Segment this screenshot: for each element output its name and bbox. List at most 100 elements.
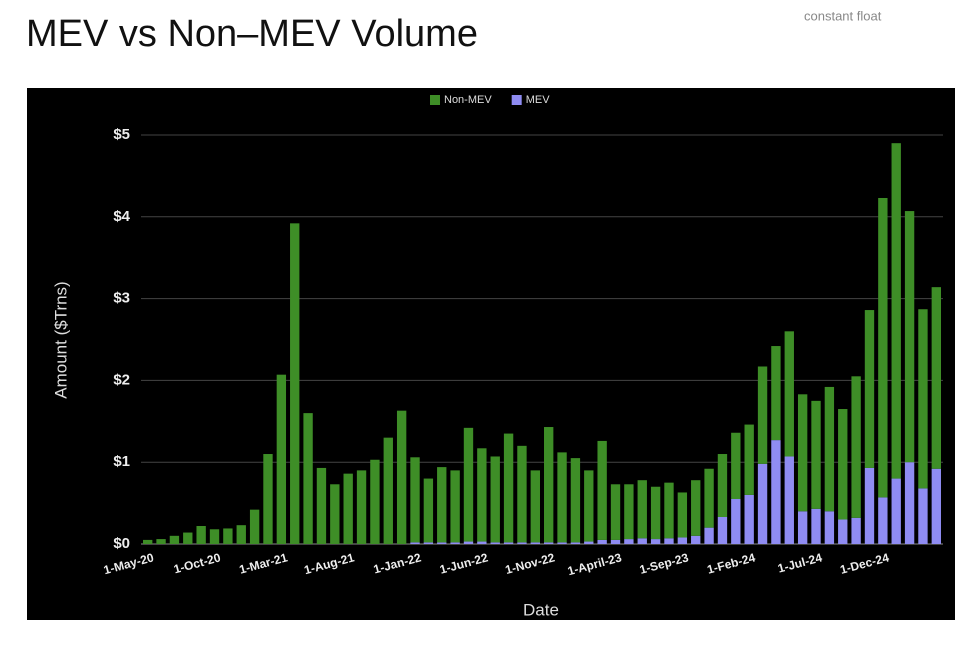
bar-segment xyxy=(490,456,500,543)
legend-swatch xyxy=(511,95,522,105)
note: constant float xyxy=(804,8,882,23)
bar-segment xyxy=(490,542,500,544)
y-axis-label: Amount ($Trns) xyxy=(51,281,70,398)
bar-segment xyxy=(664,482,674,539)
bar-segment xyxy=(236,525,246,544)
bar-segment xyxy=(811,508,821,544)
bar-segment xyxy=(878,497,888,544)
slide-title: MEV vs Non–MEV Volume xyxy=(26,13,478,55)
bar-segment xyxy=(918,488,928,544)
bar-segment xyxy=(290,223,300,544)
y-tick-label: $0 xyxy=(113,535,130,552)
bar-segment xyxy=(463,427,474,542)
bar-segment xyxy=(517,445,527,543)
bar-segment xyxy=(918,309,928,489)
x-axis-label: Date xyxy=(523,600,559,619)
bar-segment xyxy=(249,509,260,544)
bar-segment xyxy=(757,366,768,464)
bar-segment xyxy=(610,539,621,544)
bar-segment xyxy=(757,463,768,544)
bar-segment xyxy=(544,542,554,544)
bar-segment xyxy=(503,542,514,544)
bar-segment xyxy=(677,537,688,544)
bar-segment xyxy=(851,376,861,518)
bar-segment xyxy=(316,467,327,544)
bar-segment xyxy=(704,468,714,528)
bar-segment xyxy=(423,542,434,544)
bar-segment xyxy=(530,542,540,544)
bar-segment xyxy=(797,511,808,544)
bar-segment xyxy=(851,517,861,544)
bar-segment xyxy=(904,462,915,544)
y-tick-label: $1 xyxy=(113,453,130,470)
bar-segment xyxy=(450,470,460,543)
bar-segment xyxy=(650,486,661,540)
bar-segment xyxy=(183,532,193,544)
bar-segment xyxy=(169,535,180,544)
bar-segment xyxy=(370,459,380,544)
bar-segment xyxy=(503,433,514,543)
bar-segment xyxy=(771,346,781,441)
bar-segment xyxy=(276,374,287,544)
legend-swatch xyxy=(430,95,440,105)
bar-segment xyxy=(824,386,835,512)
bar-segment xyxy=(209,529,220,544)
bar-segment xyxy=(343,473,353,544)
bar-segment xyxy=(410,457,420,543)
bar-segment xyxy=(557,542,567,544)
bar-segment xyxy=(691,480,701,536)
y-tick-label: $4 xyxy=(113,208,130,225)
bar-segment xyxy=(664,538,674,544)
bar-segment xyxy=(704,527,714,544)
bar-segment xyxy=(544,427,554,543)
bar-segment xyxy=(517,542,527,544)
bar-segment xyxy=(650,539,661,544)
bar-segment xyxy=(864,467,875,544)
bar-segment xyxy=(824,511,835,544)
bar-segment xyxy=(610,484,621,540)
bar-segment xyxy=(570,542,581,544)
bar-segment xyxy=(263,454,273,544)
bar-segment xyxy=(677,492,688,538)
bar-segment xyxy=(597,539,607,544)
bar-segment xyxy=(463,541,474,544)
bar-segment xyxy=(143,539,153,544)
bar-segment xyxy=(557,452,567,543)
legend-label: MEV xyxy=(526,94,551,106)
bar-segment xyxy=(437,542,447,544)
bar-segment xyxy=(691,535,701,544)
bar-segment xyxy=(624,484,634,540)
bar-segment xyxy=(784,456,794,544)
bar-segment xyxy=(396,410,407,544)
bar-segment xyxy=(437,467,447,543)
bar-segment xyxy=(731,499,741,544)
bar-segment xyxy=(477,541,487,544)
bar-segment xyxy=(477,448,487,542)
legend-label: Non-MEV xyxy=(444,94,492,106)
bar-segment xyxy=(838,409,848,520)
bar-segment xyxy=(864,310,875,468)
bar-segment xyxy=(450,542,460,544)
bar-segment xyxy=(717,517,728,544)
bar-segment xyxy=(891,478,901,544)
bar-segment xyxy=(771,440,781,544)
bar-segment xyxy=(838,519,848,544)
bar-segment xyxy=(584,470,594,542)
bar-segment xyxy=(878,197,888,498)
bar-segment xyxy=(784,331,794,457)
bar-segment xyxy=(223,528,233,544)
bar-segment xyxy=(891,143,901,479)
bar-segment xyxy=(410,542,420,544)
bar-segment xyxy=(423,478,434,543)
y-tick-label: $3 xyxy=(113,290,130,307)
bar-segment xyxy=(356,470,367,544)
bar-segment xyxy=(637,538,647,544)
bar-segment xyxy=(797,394,808,512)
bar-segment xyxy=(303,413,313,544)
bar-segment xyxy=(156,539,166,544)
bar-segment xyxy=(196,526,206,544)
bar-segment xyxy=(744,494,754,544)
